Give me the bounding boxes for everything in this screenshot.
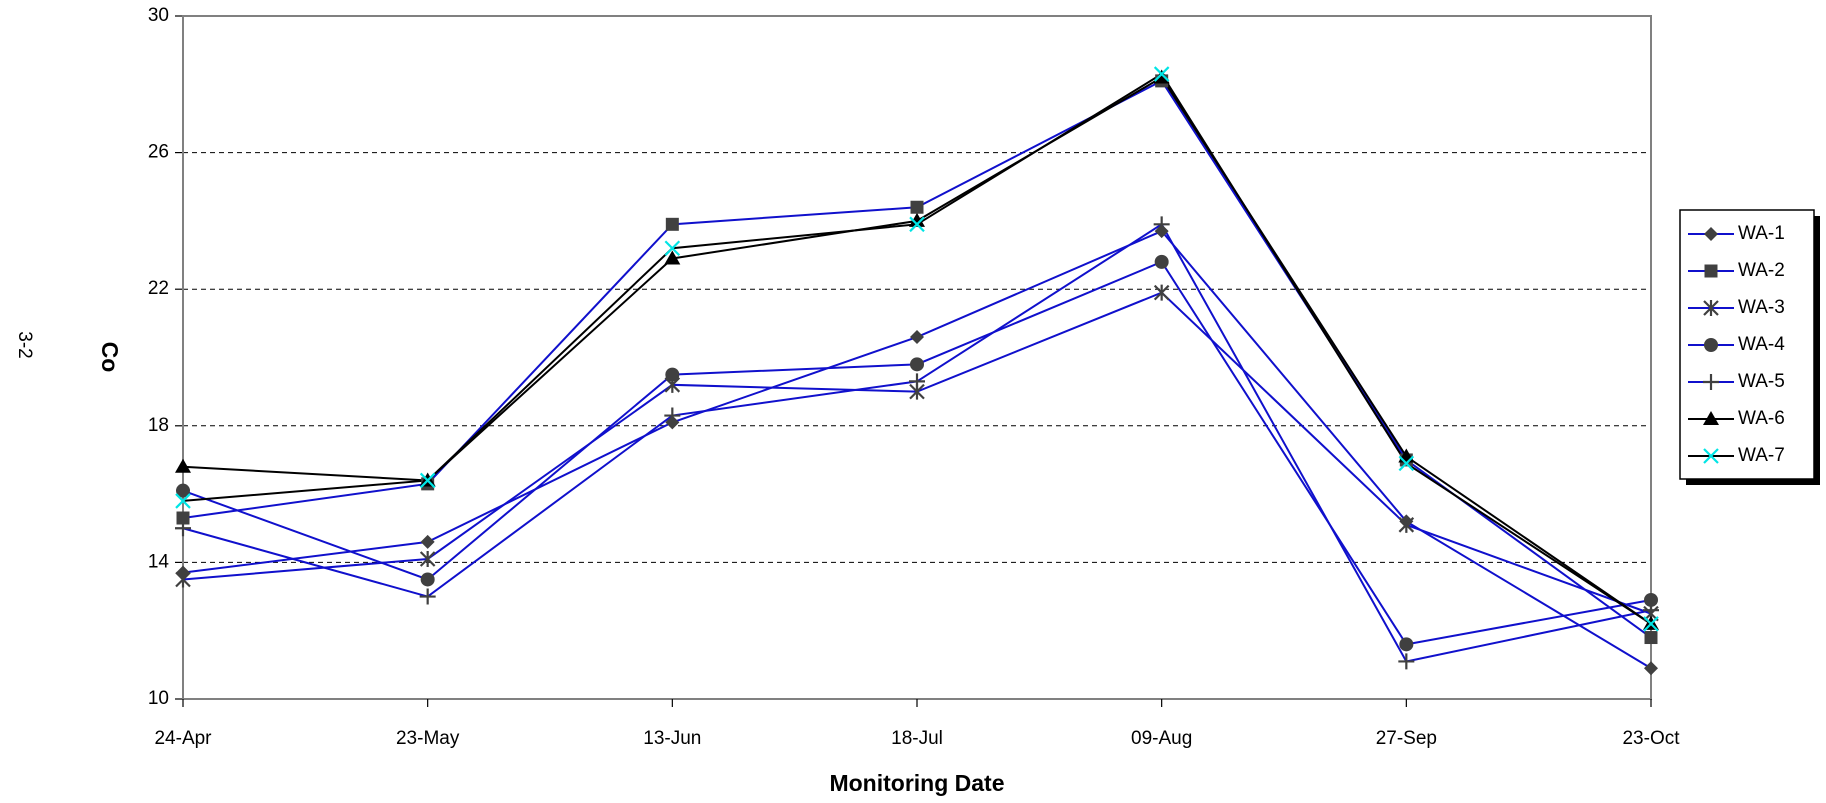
data-point [1153, 216, 1170, 233]
legend-label: WA-1 [1738, 223, 1785, 244]
data-point [910, 357, 924, 372]
data-point [664, 250, 681, 265]
data-point [1153, 284, 1170, 301]
data-point [175, 493, 191, 509]
data-point [909, 216, 925, 233]
legend-label: WA-4 [1738, 334, 1785, 355]
y-axis-label: Co [97, 342, 123, 373]
data-point [1644, 631, 1658, 645]
legend-marker [1703, 448, 1719, 464]
data-point [665, 367, 680, 382]
data-point [175, 571, 191, 588]
data-point [1643, 602, 1659, 619]
series-line [182, 222, 1652, 663]
legend-label: WA-3 [1738, 297, 1785, 318]
data-point [419, 472, 436, 489]
x-tick-label: 09-Aug [1131, 728, 1192, 749]
data-point [175, 520, 191, 537]
data-point [909, 212, 925, 227]
series-line [182, 229, 1652, 670]
data-point [664, 407, 681, 424]
series-line [182, 260, 1652, 646]
legend-marker [1703, 411, 1719, 425]
x-tick-label: 18-Jul [891, 728, 943, 749]
data-point [175, 458, 191, 473]
data-point [664, 240, 681, 256]
legend-marker [1704, 264, 1718, 278]
data-point [419, 550, 436, 567]
y-tick-label: 14 [148, 551, 170, 572]
x-tick-label: 24-Apr [154, 728, 212, 749]
page-label: 3-2 [14, 331, 35, 358]
data-point [910, 200, 924, 214]
data-point [419, 588, 436, 605]
data-point [1153, 69, 1170, 84]
x-tick-label: 13-Jun [643, 728, 701, 749]
data-point [420, 572, 435, 587]
data-point [176, 511, 190, 525]
data-point [1399, 637, 1414, 652]
legend-label: WA-7 [1738, 445, 1785, 466]
y-tick-label: 26 [148, 142, 169, 163]
x-tick-label: 23-Oct [1622, 728, 1680, 749]
legend-label: WA-6 [1738, 408, 1785, 429]
data-point [909, 373, 925, 390]
y-tick-label: 18 [148, 415, 169, 436]
x-axis-label: Monitoring Date [829, 770, 1004, 796]
legend-label: WA-5 [1738, 371, 1785, 392]
data-point [1398, 516, 1415, 533]
legend-marker [1703, 300, 1719, 316]
x-tick-label: 23-May [396, 728, 460, 749]
series-line [182, 72, 1652, 625]
x-tick-label: 27-Sep [1376, 728, 1437, 749]
legend-label: WA-2 [1738, 260, 1785, 281]
data-point [1153, 66, 1170, 82]
data-point [420, 534, 435, 549]
legend-marker [1704, 227, 1718, 241]
data-point [1154, 254, 1169, 269]
data-point [176, 483, 190, 498]
data-point [1398, 455, 1415, 472]
data-point [1398, 653, 1415, 670]
legend-marker [1704, 338, 1718, 352]
legend-marker [1703, 374, 1719, 390]
series-line [182, 76, 1652, 625]
y-tick-label: 22 [148, 278, 169, 299]
data-point [910, 330, 924, 345]
data-point [1644, 592, 1658, 607]
data-point [665, 217, 679, 231]
y-tick-label: 30 [148, 5, 169, 26]
data-point [1643, 616, 1659, 632]
data-point [1644, 661, 1658, 676]
y-tick-label: 10 [148, 688, 169, 709]
